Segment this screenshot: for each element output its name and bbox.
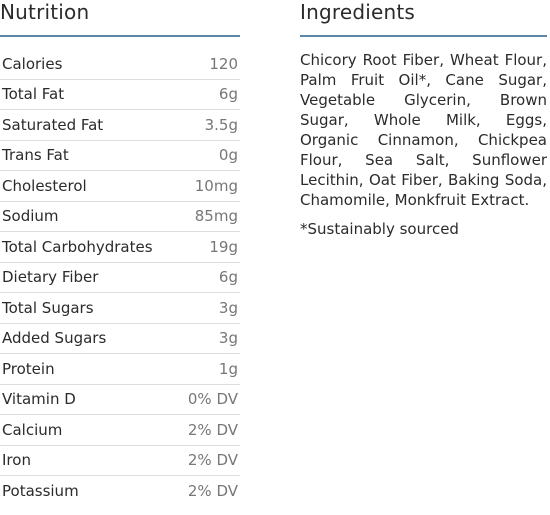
nutrition-row: Calcium 2% DV: [0, 415, 240, 446]
ingredients-title-divider: [300, 35, 547, 37]
nutrition-row-value: 3.5g: [204, 115, 238, 134]
nutrition-row: Added Sugars 3g: [0, 324, 240, 354]
nutrition-row: Total Fat 6g: [0, 80, 240, 110]
nutrition-title-divider: [0, 35, 240, 37]
nutrition-row-value: 19g: [209, 237, 238, 256]
nutrition-row-value: 10mg: [194, 176, 238, 195]
nutrition-row-label: Sodium: [2, 207, 59, 226]
nutrition-title: Nutrition: [0, 0, 90, 24]
nutrition-row-label: Protein: [2, 359, 55, 378]
nutrition-row: Trans Fat 0g: [0, 141, 240, 171]
nutrition-row-value: 1g: [218, 359, 238, 378]
nutrition-row-value: 6g: [218, 268, 238, 287]
nutrition-row: Protein 1g: [0, 354, 240, 385]
nutrition-row: Cholesterol 10mg: [0, 171, 240, 202]
nutrition-row-value: 2% DV: [187, 482, 238, 501]
nutrition-row-label: Cholesterol: [2, 176, 87, 195]
nutrition-table: Calories 120 Total Fat 6g Saturated Fat 3.5g T…: [0, 49, 240, 507]
nutrition-row: Calories 120: [0, 49, 240, 80]
nutrition-row: Total Carbohydrates 19g: [0, 232, 240, 263]
nutrition-row-label: Total Carbohydrates: [2, 237, 153, 256]
nutrition-row-value: 0% DV: [187, 390, 238, 409]
nutrition-row-value: 2% DV: [187, 420, 238, 439]
nutrition-row-label: Total Sugars: [2, 298, 94, 317]
nutrition-row-value: 3g: [218, 329, 238, 348]
nutrition-row: Potassium 2% DV: [0, 476, 240, 507]
nutrition-row: Sodium 85mg: [0, 202, 240, 232]
ingredients-footnote: *Sustainably sourced: [300, 220, 459, 238]
nutrition-row-label: Added Sugars: [2, 329, 107, 348]
nutrition-row-label: Trans Fat: [2, 146, 69, 165]
nutrition-row-label: Calcium: [2, 420, 63, 439]
nutrition-row-value: 2% DV: [187, 451, 238, 470]
nutrition-row: Dietary Fiber 6g: [0, 263, 240, 293]
nutrition-row: Vitamin D 0% DV: [0, 385, 240, 415]
nutrition-row-label: Saturated Fat: [2, 115, 104, 134]
ingredients-list: Chicory Root Fiber, Wheat Flour, Palm Fr…: [300, 51, 547, 209]
nutrition-row-label: Calories: [2, 54, 63, 73]
nutrition-row-value: 120: [209, 54, 238, 73]
nutrition-row: Iron 2% DV: [0, 446, 240, 476]
nutrition-section: Nutrition Calories 120 Total Fat 6g Saturate…: [0, 0, 240, 507]
nutrition-row-value: 85mg: [194, 207, 238, 226]
nutrition-row-label: Vitamin D: [2, 390, 76, 409]
nutrition-row: Saturated Fat 3.5g: [0, 110, 240, 141]
nutrition-row-label: Total Fat: [2, 85, 65, 104]
nutrition-row-value: 0g: [218, 146, 238, 165]
nutrition-row-label: Iron: [2, 451, 31, 470]
nutrition-row-label: Potassium: [2, 482, 79, 501]
nutrition-row: Total Sugars 3g: [0, 293, 240, 324]
ingredients-section: Ingredients Chicory Root Fiber, Wheat Fl…: [300, 0, 547, 239]
ingredients-title: Ingredients: [300, 0, 416, 24]
nutrition-row-label: Dietary Fiber: [2, 268, 99, 287]
nutrition-row-value: 6g: [218, 85, 238, 104]
nutrition-row-value: 3g: [218, 298, 238, 317]
